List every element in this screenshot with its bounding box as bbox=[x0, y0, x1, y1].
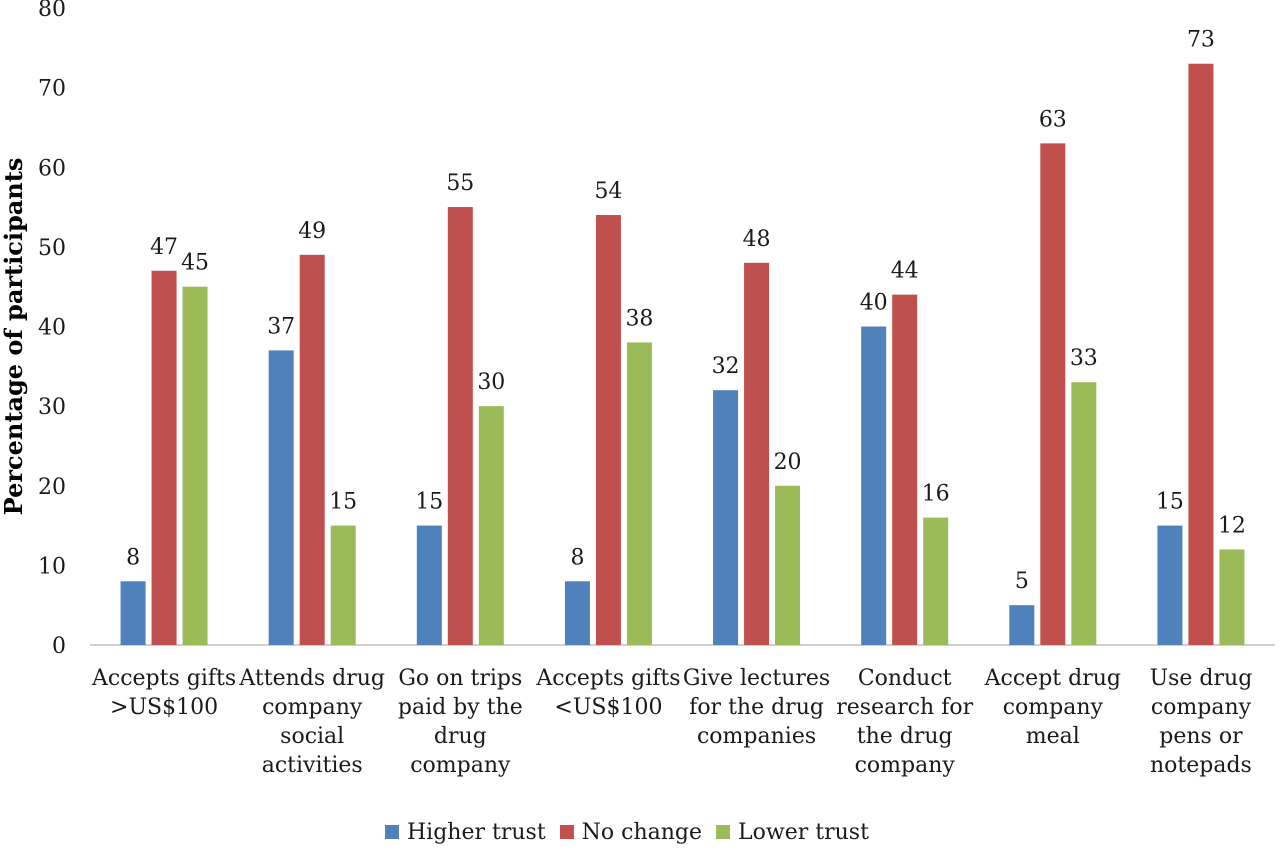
category-label: Accepts gifts <US$100 bbox=[535, 666, 680, 720]
data-label: 30 bbox=[477, 370, 505, 395]
legend-item: No change bbox=[559, 819, 703, 845]
bar-higher-trust bbox=[861, 326, 887, 645]
data-label: 40 bbox=[860, 291, 888, 316]
bar-no-change bbox=[595, 215, 621, 645]
data-label: 49 bbox=[298, 219, 326, 244]
legend-label: No change bbox=[581, 819, 703, 845]
category-label: Give lectures for the drug companies bbox=[683, 666, 830, 749]
bar-chart: 0 10 20 30 40 50 60 70 80 Percentage of particip… bbox=[0, 0, 1275, 778]
legend-items: Higher trust No change Lower trust bbox=[385, 812, 883, 852]
bar-higher-trust bbox=[1157, 525, 1183, 645]
data-label: 8 bbox=[126, 545, 140, 570]
data-label: 15 bbox=[1156, 490, 1184, 515]
bar-higher-trust bbox=[416, 525, 442, 645]
bar-higher-trust bbox=[120, 581, 146, 645]
bar-lower-trust bbox=[923, 517, 949, 645]
bar-no-change bbox=[151, 270, 177, 645]
legend-swatch bbox=[385, 825, 399, 839]
y-axis-label: Percentage of participants bbox=[0, 158, 28, 516]
bar-lower-trust bbox=[478, 406, 504, 645]
bar-higher-trust bbox=[1009, 605, 1035, 645]
category-label: Accepts gifts >US$100 bbox=[91, 666, 236, 720]
data-label: 44 bbox=[891, 259, 919, 284]
y-axis-ticks: 0 10 20 30 40 50 60 70 80 bbox=[38, 0, 66, 659]
y-tick-label: 80 bbox=[38, 0, 66, 22]
data-label: 32 bbox=[712, 354, 740, 379]
legend-item: Lower trust bbox=[716, 820, 869, 845]
y-tick-label: 60 bbox=[38, 156, 66, 181]
bar-higher-trust bbox=[564, 581, 590, 645]
category-label: Accept drug company meal bbox=[984, 666, 1121, 749]
category-label: Go on trips paid by the drug company bbox=[398, 666, 523, 778]
bar-lower-trust bbox=[775, 485, 801, 645]
bar-no-change bbox=[447, 207, 473, 645]
bar-lower-trust bbox=[626, 342, 652, 645]
bar-no-change bbox=[744, 262, 770, 645]
bar-no-change bbox=[299, 254, 325, 645]
bar-lower-trust bbox=[1219, 549, 1245, 645]
y-tick-label: 0 bbox=[52, 634, 66, 659]
bar-no-change bbox=[1188, 63, 1214, 646]
legend-label: Lower trust bbox=[738, 819, 869, 845]
data-label: 48 bbox=[743, 227, 771, 252]
y-tick-label: 20 bbox=[38, 475, 66, 500]
bar-no-change bbox=[1040, 143, 1066, 646]
data-label: 63 bbox=[1039, 107, 1067, 132]
category-label: Use drug company pens or notepads bbox=[1150, 666, 1253, 778]
y-tick-label: 40 bbox=[38, 316, 66, 341]
y-tick-label: 30 bbox=[38, 395, 66, 420]
bar-lower-trust bbox=[330, 525, 356, 645]
data-label: 15 bbox=[329, 490, 357, 515]
category-label: Conduct research for the drug company bbox=[836, 666, 973, 778]
bar-lower-trust bbox=[182, 286, 208, 645]
data-label: 15 bbox=[415, 490, 443, 515]
data-label: 47 bbox=[150, 235, 178, 260]
bar-lower-trust bbox=[1071, 382, 1097, 645]
data-label: 45 bbox=[181, 251, 209, 276]
data-label: 20 bbox=[774, 450, 802, 475]
data-label: 12 bbox=[1218, 513, 1246, 538]
data-label: 73 bbox=[1187, 28, 1215, 53]
data-label: 38 bbox=[625, 306, 653, 331]
data-label: 5 bbox=[1015, 569, 1029, 594]
data-label: 33 bbox=[1070, 346, 1098, 371]
legend: Higher trust No change Lower trust bbox=[0, 812, 1280, 852]
data-label: 54 bbox=[594, 179, 622, 204]
category-label: Attends drug company social activities bbox=[238, 666, 385, 778]
y-tick-label: 50 bbox=[38, 236, 66, 261]
legend-swatch bbox=[716, 825, 731, 839]
bar-no-change bbox=[892, 294, 918, 645]
data-label: 37 bbox=[267, 314, 295, 339]
bar-higher-trust bbox=[713, 390, 739, 645]
data-label: 8 bbox=[570, 545, 584, 570]
data-label: 55 bbox=[446, 171, 474, 196]
bar-higher-trust bbox=[268, 350, 294, 645]
y-tick-label: 10 bbox=[38, 554, 66, 579]
legend-label: Higher trust bbox=[407, 819, 546, 845]
bars-group bbox=[120, 63, 1245, 646]
y-tick-label: 70 bbox=[38, 77, 66, 102]
data-label: 16 bbox=[922, 482, 950, 507]
legend-item: Higher trust bbox=[385, 820, 546, 845]
legend-swatch bbox=[559, 825, 574, 839]
